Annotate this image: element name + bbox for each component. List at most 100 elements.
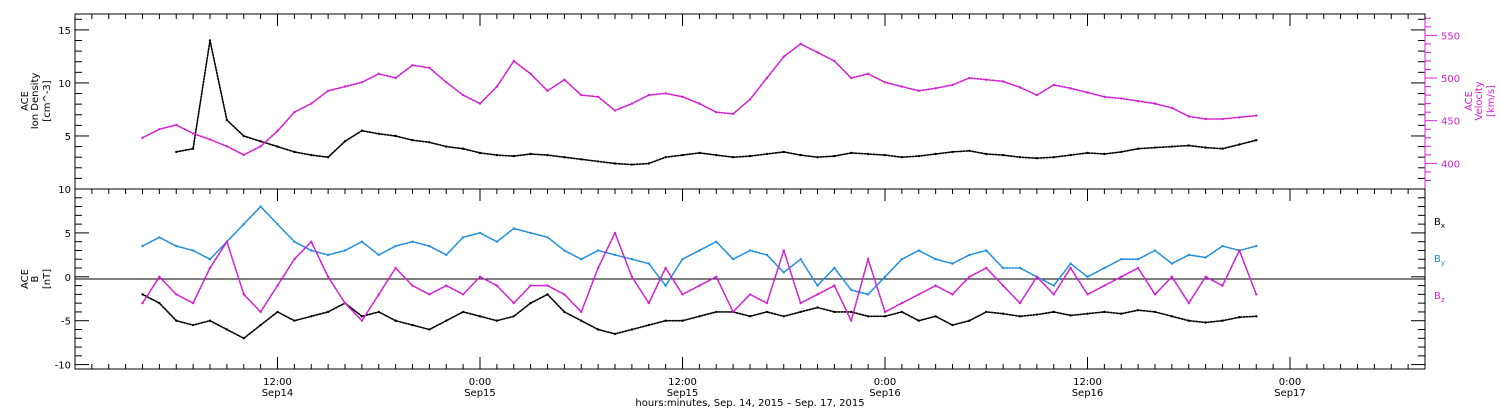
- data-point-by: [681, 258, 684, 261]
- data-point-by: [1136, 258, 1140, 261]
- data-point-velocity: [715, 111, 718, 114]
- data-point-velocity: [833, 59, 836, 63]
- data-point-bx: [276, 310, 279, 314]
- data-point-ion-density: [799, 153, 802, 157]
- data-point-bx: [681, 319, 684, 322]
- data-point-bx: [208, 319, 212, 322]
- data-point-ion-density: [968, 149, 971, 152]
- data-point-bz: [1255, 293, 1258, 296]
- data-point-velocity: [799, 42, 802, 46]
- legend-by-sub: y: [1441, 259, 1445, 267]
- data-point-bx: [242, 337, 245, 340]
- data-point-by: [445, 253, 448, 257]
- data-point-velocity: [596, 95, 600, 99]
- data-point-bx: [917, 319, 920, 322]
- data-point-by: [1069, 262, 1072, 265]
- data-point-bz: [681, 293, 684, 296]
- top-left-axis: 5 10 15: [58, 18, 1425, 179]
- data-point-ion-density: [512, 154, 515, 158]
- data-point-velocity: [259, 145, 262, 148]
- bottom-left-tick-label: 0: [65, 273, 71, 284]
- data-point-ion-density: [495, 153, 499, 157]
- top-right-tick-label: 550: [1441, 31, 1460, 42]
- data-point-bx: [715, 310, 718, 314]
- data-point-velocity: [360, 81, 364, 84]
- data-point-ion-density: [731, 156, 735, 159]
- data-point-bz: [1204, 275, 1207, 278]
- data-point-by: [428, 244, 431, 248]
- data-point-ion-density: [191, 147, 195, 150]
- top-left-tick-label: 10: [58, 79, 71, 90]
- data-point-velocity: [428, 66, 431, 70]
- data-point-velocity: [461, 93, 465, 97]
- data-point-bx: [1103, 310, 1106, 314]
- data-point-by: [546, 236, 549, 239]
- data-point-velocity: [310, 102, 313, 105]
- data-point-by: [698, 249, 701, 252]
- data-point-velocity: [343, 85, 347, 88]
- data-point-ion-density: [276, 145, 279, 148]
- data-point-velocity: [225, 145, 229, 148]
- x-tick-date-label: Sep17: [1274, 388, 1306, 399]
- data-point-bz: [799, 301, 802, 305]
- data-point-velocity: [1255, 114, 1258, 117]
- data-point-bz: [968, 275, 971, 278]
- data-point-velocity: [394, 76, 397, 80]
- data-point-bz: [208, 266, 212, 270]
- data-point-bz: [158, 275, 161, 278]
- data-point-by: [259, 205, 262, 208]
- x-tick-date-label: Sep15: [464, 388, 496, 399]
- data-point-bz: [1136, 266, 1140, 270]
- data-point-by: [580, 258, 583, 261]
- data-point-velocity: [1052, 83, 1056, 87]
- data-point-ion-density: [580, 158, 583, 161]
- data-point-ion-density: [630, 163, 634, 166]
- data-point-by: [326, 253, 330, 257]
- top-ylabel-line-3: [cm^-3]: [42, 80, 53, 121]
- data-point-velocity: [580, 93, 583, 97]
- data-point-ion-density: [1187, 144, 1191, 147]
- data-point-bz: [563, 293, 566, 296]
- data-point-velocity: [445, 81, 448, 84]
- bottom-left-tick-label: 10: [58, 185, 71, 196]
- data-point-velocity: [175, 123, 178, 127]
- data-point-velocity: [546, 89, 549, 93]
- data-point-ion-density: [411, 139, 414, 142]
- data-point-ion-density: [951, 150, 954, 154]
- data-point-bx: [850, 310, 853, 314]
- data-point-bz: [495, 284, 499, 287]
- data-point-by: [630, 258, 634, 261]
- data-point-bx: [225, 328, 229, 331]
- data-point-ion-density: [478, 151, 482, 155]
- data-point-bz: [1018, 301, 1022, 305]
- data-point-bz: [816, 293, 819, 296]
- data-point-bz: [613, 231, 617, 235]
- data-point-bx: [883, 315, 887, 318]
- data-point-bz: [630, 275, 634, 278]
- data-point-bx: [1221, 319, 1224, 322]
- top-right-tick-label: 450: [1441, 117, 1460, 128]
- top-ylabel-line-1: ACE: [20, 91, 31, 111]
- data-point-by: [596, 249, 600, 252]
- data-point-velocity: [765, 76, 769, 80]
- data-point-bx: [1018, 315, 1022, 318]
- data-point-ion-density: [866, 152, 870, 156]
- data-point-ion-density: [985, 152, 988, 156]
- data-point-velocity: [1221, 117, 1224, 121]
- data-point-by: [293, 240, 296, 243]
- data-point-bz: [1170, 275, 1174, 278]
- data-point-ion-density: [1018, 156, 1022, 159]
- data-point-ion-density: [883, 153, 887, 157]
- top-panel-frame: [74, 13, 1426, 190]
- data-point-ion-density: [748, 154, 752, 158]
- data-point-bz: [1187, 301, 1191, 305]
- data-point-ion-density: [225, 118, 229, 122]
- legend-bx-sub: x: [1441, 222, 1445, 230]
- data-point-velocity: [681, 95, 684, 99]
- data-point-bx: [765, 310, 769, 314]
- data-point-ion-density: [445, 145, 448, 148]
- data-point-bz: [1001, 284, 1005, 287]
- data-point-bz: [461, 293, 465, 296]
- top-left-tick-label: 5: [65, 132, 71, 143]
- data-point-ion-density: [1103, 152, 1106, 156]
